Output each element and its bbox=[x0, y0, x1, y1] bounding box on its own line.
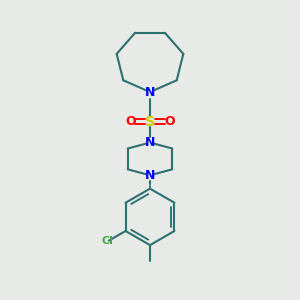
Text: N: N bbox=[145, 85, 155, 98]
Text: N: N bbox=[145, 169, 155, 182]
Text: O: O bbox=[164, 115, 175, 128]
Text: S: S bbox=[145, 115, 155, 129]
Text: O: O bbox=[125, 115, 136, 128]
Text: Cl: Cl bbox=[101, 236, 113, 246]
Text: N: N bbox=[145, 136, 155, 149]
